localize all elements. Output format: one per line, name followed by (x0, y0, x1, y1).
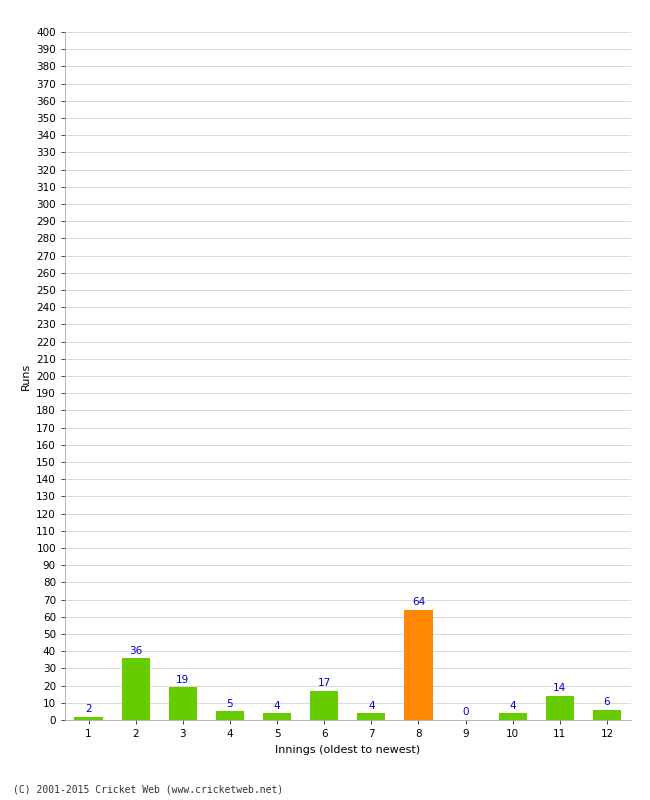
Text: 4: 4 (274, 701, 280, 710)
Y-axis label: Runs: Runs (21, 362, 31, 390)
Text: 14: 14 (553, 683, 566, 694)
Text: 17: 17 (318, 678, 331, 688)
Text: 6: 6 (604, 697, 610, 707)
Text: 0: 0 (462, 707, 469, 718)
Bar (122, 658, 150, 720)
Text: 5: 5 (227, 699, 233, 709)
Bar (404, 610, 433, 720)
Text: 4: 4 (510, 701, 516, 710)
Bar (545, 696, 574, 720)
Text: 4: 4 (368, 701, 374, 710)
Text: 2: 2 (85, 704, 92, 714)
Text: 36: 36 (129, 646, 142, 655)
Text: 64: 64 (412, 598, 425, 607)
X-axis label: Innings (oldest to newest): Innings (oldest to newest) (275, 745, 421, 754)
Bar (216, 711, 244, 720)
Bar (358, 713, 385, 720)
Bar (74, 717, 103, 720)
Bar (169, 687, 197, 720)
Bar (593, 710, 621, 720)
Text: 19: 19 (176, 674, 189, 685)
Text: (C) 2001-2015 Cricket Web (www.cricketweb.net): (C) 2001-2015 Cricket Web (www.cricketwe… (13, 784, 283, 794)
Bar (263, 713, 291, 720)
Bar (310, 690, 338, 720)
Bar (499, 713, 526, 720)
